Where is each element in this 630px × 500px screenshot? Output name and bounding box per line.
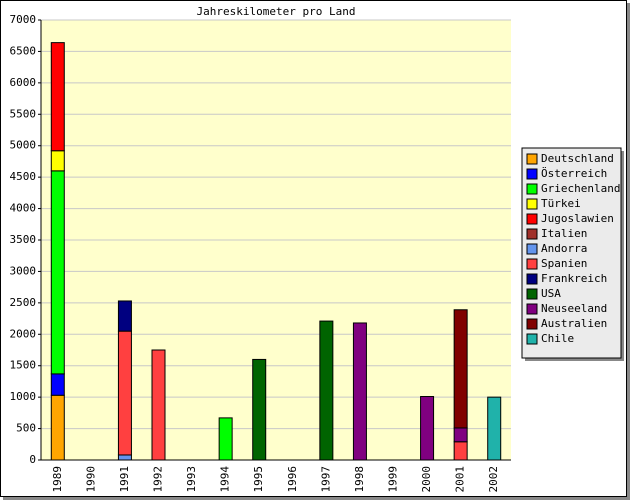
legend-label: Italien bbox=[541, 227, 587, 240]
y-tick-label: 3000 bbox=[10, 264, 37, 277]
legend-swatch bbox=[526, 318, 538, 330]
bar bbox=[50, 170, 65, 375]
legend-label: Griechenland bbox=[541, 182, 620, 195]
y-tick-label: 3500 bbox=[10, 233, 37, 246]
y-tick-label: 7000 bbox=[10, 13, 37, 26]
legend-label: Frankreich bbox=[541, 272, 607, 285]
legend-label: Jugoslawien bbox=[541, 212, 614, 225]
bar bbox=[151, 349, 166, 461]
x-tick-label: 1993 bbox=[185, 466, 198, 493]
x-tick-label: 1994 bbox=[219, 466, 232, 493]
legend-swatch bbox=[526, 228, 538, 240]
legend-swatch bbox=[526, 243, 538, 255]
y-tick-label: 5500 bbox=[10, 107, 37, 120]
legend-label: USA bbox=[541, 287, 561, 300]
y-tick-label: 2500 bbox=[10, 296, 37, 309]
legend-swatch bbox=[526, 258, 538, 270]
x-tick-label: 1999 bbox=[387, 466, 400, 493]
legend-label: Andorra bbox=[541, 242, 587, 255]
x-tick-label: 1996 bbox=[286, 466, 299, 493]
bar bbox=[218, 417, 233, 461]
y-tick-label: 6500 bbox=[10, 44, 37, 57]
legend-swatch bbox=[526, 213, 538, 225]
legend-swatch bbox=[526, 183, 538, 195]
x-tick-label: 1990 bbox=[84, 466, 97, 493]
legend-label: Türkei bbox=[541, 197, 581, 210]
legend-label: Australien bbox=[541, 317, 607, 330]
y-tick-label: 2000 bbox=[10, 327, 37, 340]
legend-swatch bbox=[526, 153, 538, 165]
x-tick-label: 1992 bbox=[152, 466, 165, 493]
legend-swatch bbox=[526, 273, 538, 285]
x-tick-label: 1989 bbox=[51, 466, 64, 493]
frame-shadow bbox=[3, 497, 629, 500]
y-tick-label: 5000 bbox=[10, 139, 37, 152]
bar bbox=[50, 150, 65, 172]
legend-label: Spanien bbox=[541, 257, 587, 270]
bar bbox=[420, 396, 435, 461]
bar bbox=[117, 330, 132, 456]
legend-label: Österreich bbox=[541, 167, 607, 180]
y-tick-label: 4000 bbox=[10, 202, 37, 215]
x-tick-label: 2001 bbox=[454, 466, 467, 493]
bar bbox=[252, 358, 267, 461]
legend-label: Neuseeland bbox=[541, 302, 607, 315]
bar bbox=[319, 320, 334, 461]
legend-label: Chile bbox=[541, 332, 574, 345]
y-tick-label: 4500 bbox=[10, 170, 37, 183]
frame-shadow bbox=[627, 3, 630, 500]
y-tick-label: 1000 bbox=[10, 390, 37, 403]
legend-label: Deutschland bbox=[541, 152, 614, 165]
x-tick-label: 1998 bbox=[353, 466, 366, 493]
bar bbox=[50, 42, 65, 152]
y-tick-label: 0 bbox=[29, 453, 36, 466]
bar bbox=[50, 373, 65, 396]
bar bbox=[453, 427, 468, 443]
bar bbox=[487, 396, 502, 461]
bar bbox=[453, 441, 468, 461]
legend-swatch bbox=[526, 288, 538, 300]
chart-title: Jahreskilometer pro Land bbox=[197, 5, 356, 18]
bar bbox=[453, 309, 468, 429]
x-tick-label: 2002 bbox=[487, 466, 500, 493]
x-tick-label: 2000 bbox=[420, 466, 433, 493]
bar bbox=[50, 394, 65, 461]
legend-swatch bbox=[526, 168, 538, 180]
x-tick-label: 1997 bbox=[319, 466, 332, 493]
y-tick-label: 6000 bbox=[10, 76, 37, 89]
bar bbox=[352, 322, 367, 461]
legend-swatch bbox=[526, 333, 538, 345]
x-tick-label: 1995 bbox=[252, 466, 265, 493]
y-tick-label: 500 bbox=[16, 422, 36, 435]
bar bbox=[117, 300, 132, 332]
legend-swatch bbox=[526, 303, 538, 315]
bar bbox=[117, 454, 132, 461]
legend bbox=[521, 147, 622, 359]
y-tick-label: 1500 bbox=[10, 359, 37, 372]
x-tick-label: 1991 bbox=[118, 466, 131, 493]
legend-swatch bbox=[526, 198, 538, 210]
